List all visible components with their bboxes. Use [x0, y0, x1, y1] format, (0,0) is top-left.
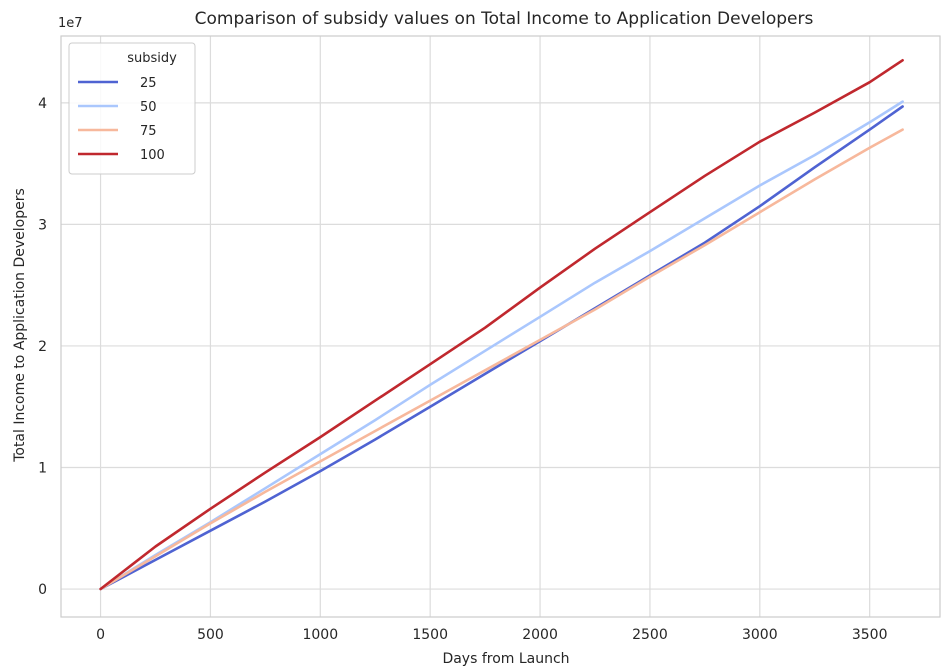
x-tick-label: 1500 [412, 627, 448, 643]
x-tick-label: 500 [197, 627, 224, 643]
legend-box [68, 42, 196, 175]
legend-label-25: 25 [140, 76, 157, 91]
legend-label-75: 75 [140, 124, 157, 139]
series-line-100 [99, 58, 904, 591]
y-axis-label: Total Income to Application Developers [12, 188, 28, 463]
series-line-25 [99, 105, 904, 591]
x-tick-label: 1000 [302, 627, 338, 643]
grid [61, 36, 940, 617]
y-tick-label: 4 [38, 96, 47, 112]
legend-title: subsidy [127, 51, 177, 66]
y-offset-label: 1e7 [58, 16, 83, 31]
legend-label-100: 100 [140, 148, 165, 163]
x-tick-label: 3000 [742, 627, 778, 643]
tick-labels: 0 500 1000 1500 2000 2500 3000 3500 0 1 2 3 4 [38, 96, 887, 643]
legend: subsidy 25 50 75 100 [68, 42, 196, 175]
legend-label-50: 50 [140, 100, 157, 115]
y-tick-label: 3 [38, 217, 47, 233]
chart-title: Comparison of subsidy values on Total In… [195, 9, 814, 29]
x-tick-label: 2000 [522, 627, 558, 643]
x-tick-label: 0 [96, 627, 105, 643]
x-tick-label: 2500 [632, 627, 668, 643]
series-line-75 [99, 128, 904, 591]
y-tick-label: 1 [38, 460, 47, 476]
y-tick-label: 0 [38, 582, 47, 598]
x-tick-label: 3500 [852, 627, 888, 643]
series-lines [99, 58, 904, 591]
x-axis-label: Days from Launch [442, 651, 569, 667]
y-tick-label: 2 [38, 339, 47, 355]
series-line-50 [99, 100, 904, 591]
plot-frame [60, 35, 941, 618]
